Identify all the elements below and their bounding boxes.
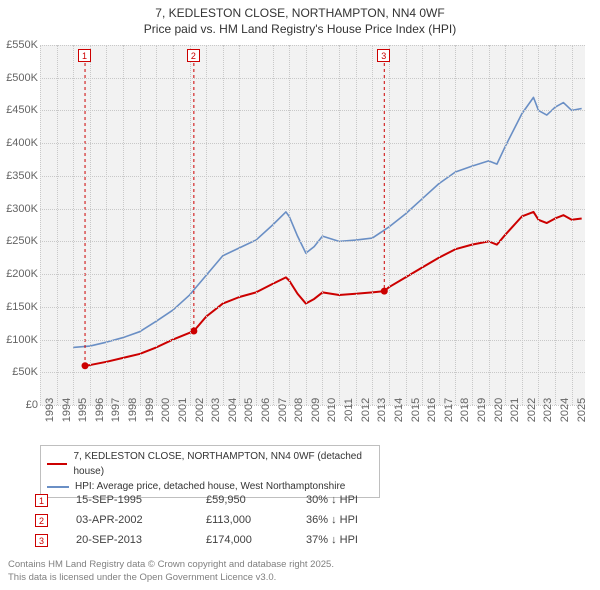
x-tick-label: 2001: [177, 398, 189, 422]
chart-sale-marker: 1: [78, 49, 91, 62]
x-tick-label: 1994: [61, 398, 73, 422]
chart-sale-marker: 2: [187, 49, 200, 62]
x-tick-label: 2006: [260, 398, 272, 422]
x-tick-label: 1993: [44, 398, 56, 422]
y-tick-label: £250K: [0, 235, 38, 247]
x-tick-label: 2023: [542, 398, 554, 422]
footer-line2: This data is licensed under the Open Gov…: [8, 572, 334, 584]
x-tick-label: 2009: [310, 398, 322, 422]
plot-area: 1 2 3: [40, 45, 585, 405]
legend-label-property: 7, KEDLESTON CLOSE, NORTHAMPTON, NN4 0WF…: [73, 449, 373, 479]
x-tick-label: 2012: [360, 398, 372, 422]
sale-row-2: 2 03-APR-2002 £113,000 36% ↓ HPI: [35, 510, 406, 530]
sale-marker-2: 2: [35, 514, 48, 527]
x-tick-label: 2002: [194, 398, 206, 422]
chart-container: 7, KEDLESTON CLOSE, NORTHAMPTON, NN4 0WF…: [0, 0, 600, 590]
x-tick-label: 2014: [393, 398, 405, 422]
sale-marker-3: 3: [35, 534, 48, 547]
plot-svg: [40, 45, 585, 405]
y-tick-label: £450K: [0, 104, 38, 116]
sale-date-2: 03-APR-2002: [76, 514, 206, 526]
title-block: 7, KEDLESTON CLOSE, NORTHAMPTON, NN4 0WF…: [0, 0, 600, 39]
x-tick-label: 2018: [459, 398, 471, 422]
x-tick-label: 2015: [410, 398, 422, 422]
x-tick-label: 2010: [326, 398, 338, 422]
sale-diff-2: 36% ↓ HPI: [306, 514, 406, 526]
title-line1: 7, KEDLESTON CLOSE, NORTHAMPTON, NN4 0WF: [0, 6, 600, 22]
x-tick-label: 2000: [160, 398, 172, 422]
x-tick-label: 1999: [144, 398, 156, 422]
sales-table: 1 15-SEP-1995 £59,950 30% ↓ HPI 2 03-APR…: [35, 490, 406, 550]
x-tick-label: 2020: [493, 398, 505, 422]
footer-line1: Contains HM Land Registry data © Crown c…: [8, 559, 334, 571]
x-tick-label: 1997: [110, 398, 122, 422]
x-tick-label: 2017: [443, 398, 455, 422]
x-tick-label: 2019: [476, 398, 488, 422]
sale-price-2: £113,000: [206, 514, 306, 526]
y-tick-label: £300K: [0, 203, 38, 215]
footer-attribution: Contains HM Land Registry data © Crown c…: [8, 559, 334, 584]
x-tick-label: 1995: [77, 398, 89, 422]
x-tick-label: 2022: [526, 398, 538, 422]
y-tick-label: £200K: [0, 268, 38, 280]
x-tick-label: 2021: [509, 398, 521, 422]
x-tick-label: 2005: [243, 398, 255, 422]
x-tick-label: 1998: [127, 398, 139, 422]
y-tick-label: £50K: [0, 366, 38, 378]
y-tick-label: £400K: [0, 137, 38, 149]
sale-marker-1: 1: [35, 494, 48, 507]
sale-row-1: 1 15-SEP-1995 £59,950 30% ↓ HPI: [35, 490, 406, 510]
x-tick-label: 2011: [343, 398, 355, 422]
sale-row-3: 3 20-SEP-2013 £174,000 37% ↓ HPI: [35, 530, 406, 550]
y-tick-label: £100K: [0, 334, 38, 346]
y-tick-label: £350K: [0, 170, 38, 182]
x-tick-label: 2003: [210, 398, 222, 422]
legend-swatch-hpi: [47, 486, 69, 488]
x-tick-label: 1996: [94, 398, 106, 422]
x-tick-label: 2013: [376, 398, 388, 422]
sale-price-3: £174,000: [206, 534, 306, 546]
y-tick-label: £0: [0, 399, 38, 411]
legend-row-property: 7, KEDLESTON CLOSE, NORTHAMPTON, NN4 0WF…: [47, 449, 373, 479]
y-tick-label: £550K: [0, 39, 38, 51]
sale-date-3: 20-SEP-2013: [76, 534, 206, 546]
y-tick-label: £150K: [0, 301, 38, 313]
x-tick-label: 2024: [559, 398, 571, 422]
chart-sale-marker: 3: [377, 49, 390, 62]
sale-diff-1: 30% ↓ HPI: [306, 494, 406, 506]
title-line2: Price paid vs. HM Land Registry's House …: [0, 22, 600, 38]
sale-date-1: 15-SEP-1995: [76, 494, 206, 506]
y-tick-label: £500K: [0, 72, 38, 84]
x-tick-label: 2008: [293, 398, 305, 422]
legend-swatch-property: [47, 463, 67, 465]
x-tick-label: 2025: [576, 398, 588, 422]
x-tick-label: 2016: [426, 398, 438, 422]
x-tick-label: 2007: [277, 398, 289, 422]
x-tick-label: 2004: [227, 398, 239, 422]
sale-price-1: £59,950: [206, 494, 306, 506]
sale-diff-3: 37% ↓ HPI: [306, 534, 406, 546]
